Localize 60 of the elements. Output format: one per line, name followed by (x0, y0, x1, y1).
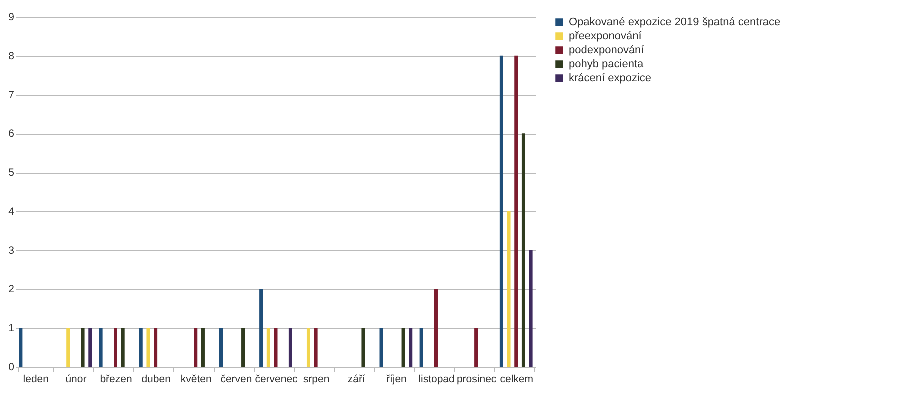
x-tick-label: červenec (255, 374, 298, 386)
bar (420, 328, 424, 367)
bar (507, 211, 511, 367)
bar (266, 328, 270, 367)
x-tick-label: celkem (500, 374, 534, 386)
legend-label: krácení expozice (569, 72, 652, 84)
bar (274, 328, 278, 367)
x-tick-label: leden (23, 374, 50, 386)
bar (66, 328, 70, 367)
bar (154, 328, 158, 367)
bar (19, 328, 23, 367)
bar (500, 56, 504, 367)
y-tick-label: 4 (8, 206, 15, 218)
y-tick-label: 2 (8, 284, 15, 296)
bar (260, 289, 264, 367)
bar (81, 328, 85, 367)
bar (146, 328, 150, 367)
bar (201, 328, 205, 367)
bar (288, 328, 292, 367)
x-tick-label: listopad (418, 374, 455, 386)
bar (314, 328, 318, 367)
y-tick-label: 0 (8, 362, 15, 374)
bar (380, 328, 384, 367)
y-tick-label: 9 (8, 12, 15, 24)
legend-label: pohyb pacienta (569, 58, 644, 70)
x-tick-label: duben (142, 374, 172, 386)
bar (522, 134, 526, 367)
x-tick-label: říjen (386, 374, 408, 386)
bar (409, 328, 413, 367)
y-tick-label: 1 (8, 322, 15, 335)
x-tick-label: srpen (303, 374, 330, 386)
legend-label: podexponování (569, 44, 646, 56)
y-tick-label: 6 (8, 128, 15, 140)
bar (220, 328, 223, 367)
bar (402, 328, 406, 367)
y-tick-label: 5 (8, 167, 15, 180)
bar (434, 289, 438, 367)
bar (242, 328, 246, 367)
bar (139, 328, 143, 367)
y-tick-label: 3 (8, 244, 15, 257)
bar (529, 250, 533, 367)
legend-label: Opakované expozice 2019 špatná centrace (569, 16, 781, 28)
x-tick-label: únor (66, 374, 88, 386)
bar (114, 328, 118, 367)
bar (474, 328, 478, 367)
x-tick-label: září (348, 374, 366, 386)
x-tick-label: květen (180, 374, 212, 386)
bar (99, 328, 103, 367)
x-tick-label: prosinec (456, 374, 497, 386)
bar (514, 56, 518, 367)
x-tick-label: červen (220, 374, 252, 386)
bar (306, 328, 310, 367)
bar (88, 328, 92, 367)
bar (362, 328, 366, 367)
y-tick-label: 7 (8, 89, 15, 102)
y-tick-label: 8 (8, 50, 15, 62)
bar (121, 328, 125, 367)
legend-label: přeexponování (569, 30, 643, 42)
x-tick-label: březen (100, 374, 132, 386)
bar (194, 328, 198, 367)
